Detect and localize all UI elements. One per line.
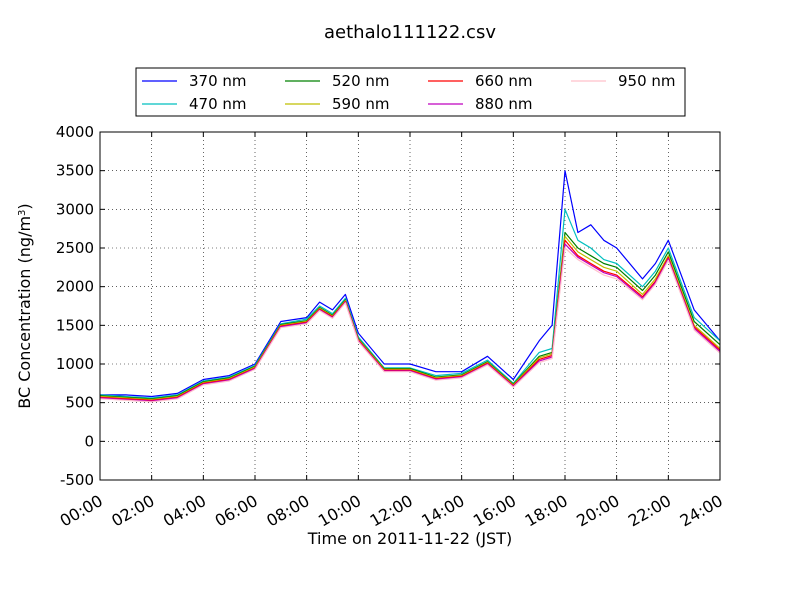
legend: 370 nm 470 nm 520 nm 590 nm 660 nm 880 nm 950 … — [135, 67, 686, 117]
plot-area — [100, 132, 720, 480]
y-tick-label: 3500 — [56, 162, 94, 180]
series-line-470-nm — [99, 208, 721, 399]
x-tick-label: 08:00 — [263, 491, 312, 531]
legend-label-880-nm: 880 nm — [475, 95, 533, 113]
legend-label-590-nm: 590 nm — [332, 95, 390, 113]
x-tick-label: 22:00 — [625, 491, 674, 531]
legend-label-470-nm: 470 nm — [189, 95, 247, 113]
legend-label-950-nm: 950 nm — [618, 72, 676, 90]
y-tick-label: 1500 — [56, 316, 94, 334]
legend-label-660-nm: 660 nm — [475, 72, 533, 90]
series-line-370-nm — [100, 170, 721, 398]
chart-title: aethalo111122.csv — [324, 22, 496, 43]
y-axis-label-suffix: ) — [15, 203, 34, 209]
y-tick-label: 0 — [84, 432, 94, 450]
x-tick-label: 16:00 — [470, 491, 519, 531]
y-tick-label: -500 — [60, 471, 94, 489]
y-axis-label-prefix: BC Concentration (ng/m — [15, 216, 34, 409]
series-line-880-nm — [99, 243, 721, 402]
x-tick-label: 10:00 — [315, 491, 364, 531]
x-tick-label: 12:00 — [367, 491, 416, 531]
x-tick-label: 24:00 — [677, 491, 726, 531]
series-layer — [99, 170, 721, 403]
series-line-590-nm — [99, 235, 721, 401]
y-tick-label: 3000 — [56, 200, 94, 218]
y-tick-label: 500 — [65, 394, 94, 412]
x-tick-label: 20:00 — [573, 491, 622, 531]
x-tick-label: 00:00 — [57, 491, 106, 531]
x-tick-label: 06:00 — [212, 491, 261, 531]
y-axis-label: BC Concentration (ng/m3) — [15, 203, 34, 408]
y-tick-label: 2000 — [56, 278, 94, 296]
series-line-660-nm — [99, 239, 721, 401]
series-line-950-nm — [99, 247, 721, 403]
x-tick-label: 14:00 — [418, 491, 467, 531]
legend-label-370-nm: 370 nm — [189, 72, 247, 90]
series-line-520-nm — [99, 231, 721, 400]
y-tick-label: 1000 — [56, 355, 94, 373]
y-tick-label: 2500 — [56, 239, 94, 257]
x-tick-label: 02:00 — [108, 491, 157, 531]
x-tick-label: 18:00 — [522, 491, 571, 531]
x-axis-label: Time on 2011-11-22 (JST) — [307, 529, 512, 548]
ticks — [99, 131, 721, 481]
y-axis-label-superscript: 3 — [17, 210, 28, 216]
x-tick-label: 04:00 — [160, 491, 209, 531]
y-tick-label: 4000 — [56, 123, 94, 141]
legend-box — [135, 67, 686, 117]
legend-label-520-nm: 520 nm — [332, 72, 390, 90]
